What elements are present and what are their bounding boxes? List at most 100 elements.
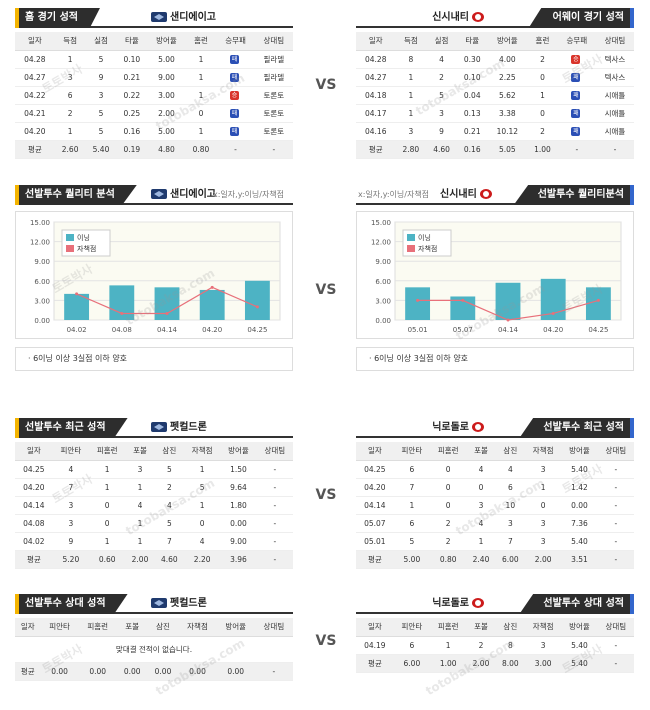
cell-opp: -	[597, 532, 634, 551]
column-header: 자책점	[524, 442, 562, 461]
cell-opp: 시애틀	[595, 86, 634, 105]
average-bb: 0.00	[116, 662, 148, 681]
header-row: 일자 피안타 피홈런 포볼 삼진 자책점 방어율 상대팀	[356, 618, 634, 637]
average-row: 평균 0.00 0.00 0.00 0.00 0.00 0.00-	[15, 662, 293, 681]
x-tick-label: 05.07	[453, 326, 473, 334]
table-row: 04.25 6 0 4 4 3 5.40-	[356, 460, 634, 479]
average-er: 3.00	[524, 654, 562, 673]
average-result: -	[557, 140, 596, 159]
cell-date: 04.20	[356, 478, 394, 497]
cell-date: 04.20	[15, 478, 53, 497]
header-row: 일자 피안타 피홈런 포볼 삼진 자책점 방어율 상대팀	[15, 618, 293, 637]
cell-date: 04.17	[356, 104, 396, 123]
loss-badge: 패	[230, 54, 240, 64]
cell-opp: -	[256, 532, 293, 551]
cell-era: 4.00	[487, 50, 528, 69]
average-runs: 2.80	[395, 140, 427, 159]
average-label: 평균	[15, 662, 41, 681]
padres-logo-icon	[151, 189, 167, 199]
average-opp: -	[254, 662, 293, 681]
cell-so: 5	[154, 460, 184, 479]
cell-er: 1	[524, 478, 562, 497]
column-header: 상대팀	[254, 32, 293, 51]
average-hr: 1.00	[430, 654, 467, 673]
average-er: 2.00	[524, 550, 562, 569]
away-record-header: 신시내티 어웨이 경기 성적	[356, 8, 634, 28]
cell-date: 04.21	[15, 104, 55, 123]
left-recent-title: 선발투수 최근 성적	[15, 418, 128, 438]
cell-era: 10.12	[487, 122, 528, 141]
column-header: 일자	[15, 618, 41, 637]
right-vs-title: 선발투수 상대 성적	[519, 594, 634, 614]
average-era: 4.80	[147, 140, 186, 159]
cell-so: 5	[154, 514, 184, 533]
left-quality-footnote: · 6이닝 이상 3실점 이하 양호	[15, 347, 293, 371]
cell-era: 9.00	[220, 532, 257, 551]
table-row: 04.17 1 3 0.13 3.38 0 패 시애틀	[356, 104, 634, 123]
column-header: 상대팀	[595, 32, 634, 51]
cell-runs: 1	[395, 86, 427, 105]
average-label: 평균	[15, 550, 53, 569]
table-row: 04.20 7 1 1 2 5 9.64-	[15, 478, 293, 497]
column-header: 득점	[54, 32, 86, 51]
column-header: 자책점	[524, 618, 562, 637]
average-opp: -	[597, 654, 634, 673]
cell-era: 1.50	[220, 460, 257, 479]
right-axis-note: x:일자,y:이닝/자책점	[358, 190, 430, 199]
average-avg: 0.16	[456, 140, 488, 159]
home-record-table: 일자 득점 실점 타율 방어율 홈런 승무패 상대팀 04.28 1 5 0.10 5.00 1 패 필라델 0…	[15, 32, 293, 159]
cell-result: 승	[557, 50, 596, 69]
cell-so: 7	[495, 532, 525, 551]
y-tick-label: 12.00	[371, 239, 391, 247]
cell-opp: -	[597, 514, 634, 533]
cell-era: 3.38	[487, 104, 528, 123]
average-opp: -	[254, 140, 293, 159]
away-record-table: 일자 득점 실점 타율 방어율 홈런 승무패 상대팀 04.28 8 4 0.30 4.00 2 승 텍사스 0…	[356, 32, 634, 159]
column-header: 자책점	[183, 442, 221, 461]
column-header: 상대팀	[597, 442, 634, 461]
loss-badge: 패	[571, 108, 581, 118]
column-header: 일자	[15, 32, 55, 51]
cell-opp: 시애틀	[595, 104, 634, 123]
left-vs-record-panel: 선발투수 상대 성적 펫컬드론 일자 피안타 피홈런 포볼 삼진 자책점 방어율 상대팀 맞대결…	[15, 594, 293, 681]
cell-hr: 0	[430, 496, 467, 515]
column-header: 피홈런	[89, 442, 126, 461]
right-quality-team: 신시내티	[440, 188, 492, 202]
x-tick-label: 04.14	[498, 326, 519, 334]
cell-result: 패	[216, 68, 255, 87]
cell-avg: 0.25	[116, 104, 148, 123]
average-label: 평균	[15, 140, 55, 159]
average-row: 평균 2.80 4.60 0.16 5.05 1.00- -	[356, 140, 634, 159]
table-row: 04.27 1 2 0.10 2.25 0 패 텍사스	[356, 68, 634, 87]
cell-avg: 0.22	[116, 86, 148, 105]
cell-era: 7.36	[561, 514, 598, 533]
cell-bb: 4	[466, 460, 496, 479]
average-label: 평균	[356, 654, 394, 673]
cell-result: 패	[216, 50, 255, 69]
cell-er: 4	[183, 532, 221, 551]
cell-date: 04.25	[356, 460, 394, 479]
line-point	[506, 318, 510, 322]
left-vs-table: 일자 피안타 피홈런 포볼 삼진 자책점 방어율 상대팀 맞대결 전적이 없습니다. 평균 0.00…	[15, 618, 293, 681]
average-bb: 2.00	[125, 550, 155, 569]
cell-date: 04.19	[356, 636, 394, 655]
cell-so: 4	[495, 460, 525, 479]
average-row: 평균 5.20 0.60 2.00 4.60 2.20 3.96-	[15, 550, 293, 569]
cell-era: 3.00	[147, 86, 186, 105]
cell-h: 6	[393, 460, 431, 479]
cell-hr: 2	[430, 514, 467, 533]
left-quality-chart-svg: 0.00 3.00 6.00 9.00 12.00 15.00 04.02 04.08 04.1…	[30, 219, 281, 334]
average-h: 5.20	[52, 550, 90, 569]
average-er: 0.00	[178, 662, 217, 681]
cell-era: 0.00	[220, 514, 257, 533]
legend-swatch	[407, 234, 415, 241]
cell-opp: -	[597, 478, 634, 497]
cell-er: 3	[524, 636, 562, 655]
cell-bb: 1	[125, 514, 155, 533]
vs-label: VS	[315, 282, 337, 298]
average-h: 5.00	[393, 550, 431, 569]
column-header: 실점	[426, 32, 457, 51]
cell-hr: 1	[185, 86, 217, 105]
cell-h: 5	[393, 532, 431, 551]
